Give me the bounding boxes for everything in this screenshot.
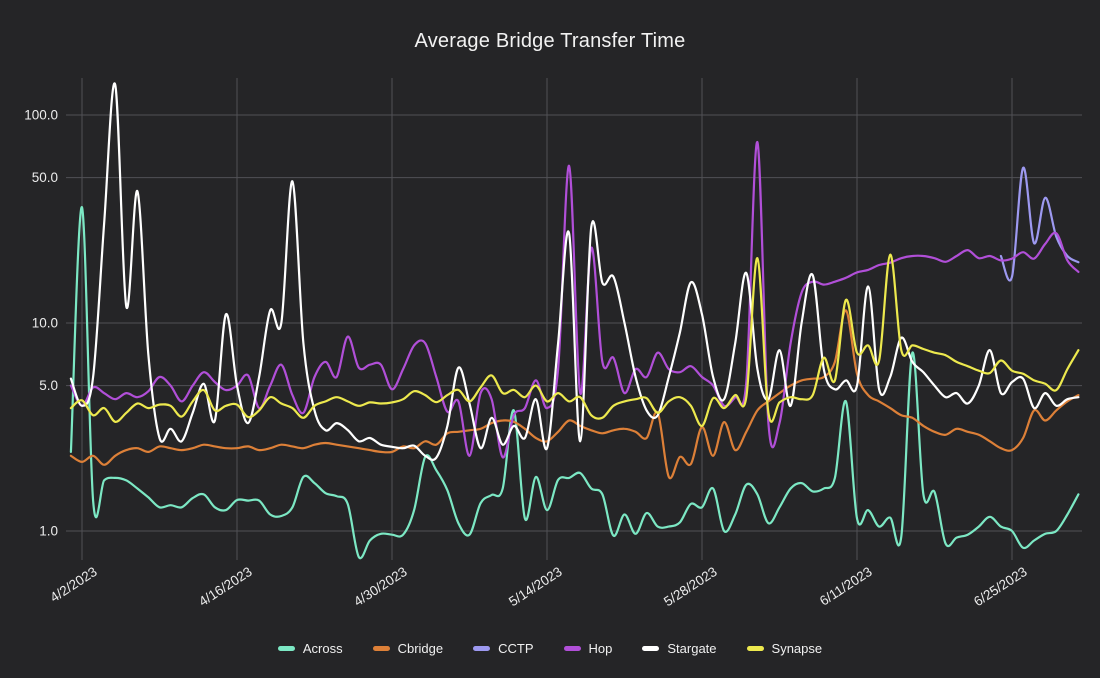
legend-item-stargate[interactable]: Stargate [642,641,717,656]
legend-item-cbridge[interactable]: Cbridge [372,641,444,656]
series-line-cctp [999,166,1080,282]
y-axis-tick-label: 100.0 [24,108,58,123]
legend-swatch-cbridge-icon [372,646,390,651]
legend-item-hop[interactable]: Hop [563,641,613,656]
chart-legend: Across Cbridge CCTP Hop Stargate Synapse [0,641,1100,656]
y-axis-tick-label: 10.0 [32,316,58,331]
chart-title: Average Bridge Transfer Time [414,30,686,52]
x-axis-tick-label: 5/14/2023 [506,564,565,609]
series-line-hop [69,141,1080,459]
legend-swatch-synapse-icon [746,646,764,651]
y-axis-tick-label: 5.0 [39,378,58,393]
x-axis-tick-label: 6/11/2023 [817,564,875,609]
legend-label: Cbridge [397,641,444,656]
legend-label: Synapse [771,641,823,656]
x-axis-tick-label: 4/2/2023 [47,564,99,605]
legend-label: Stargate [667,641,717,656]
legend-swatch-stargate-icon [642,646,660,651]
legend-item-synapse[interactable]: Synapse [746,641,823,656]
x-axis-tick-label: 5/28/2023 [661,564,720,609]
series-line-synapse [69,253,1080,427]
legend-item-cctp[interactable]: CCTP [473,641,534,656]
series-line-stargate [69,82,1080,461]
legend-label: Hop [588,641,613,656]
legend-label: CCTP [498,641,534,656]
legend-swatch-hop-icon [563,646,581,651]
series-line-across [69,206,1080,560]
x-axis-tick-label: 4/30/2023 [351,564,410,609]
legend-item-across[interactable]: Across [277,641,343,656]
x-axis-tick-label: 6/25/2023 [971,564,1030,609]
y-axis-tick-label: 50.0 [32,170,58,185]
legend-label: Across [302,641,343,656]
y-axis-tick-label: 1.0 [39,524,58,539]
legend-swatch-across-icon [277,646,295,651]
series-line-cbridge [69,309,1080,480]
legend-swatch-cctp-icon [473,646,491,651]
x-axis-tick-label: 4/16/2023 [196,564,255,609]
